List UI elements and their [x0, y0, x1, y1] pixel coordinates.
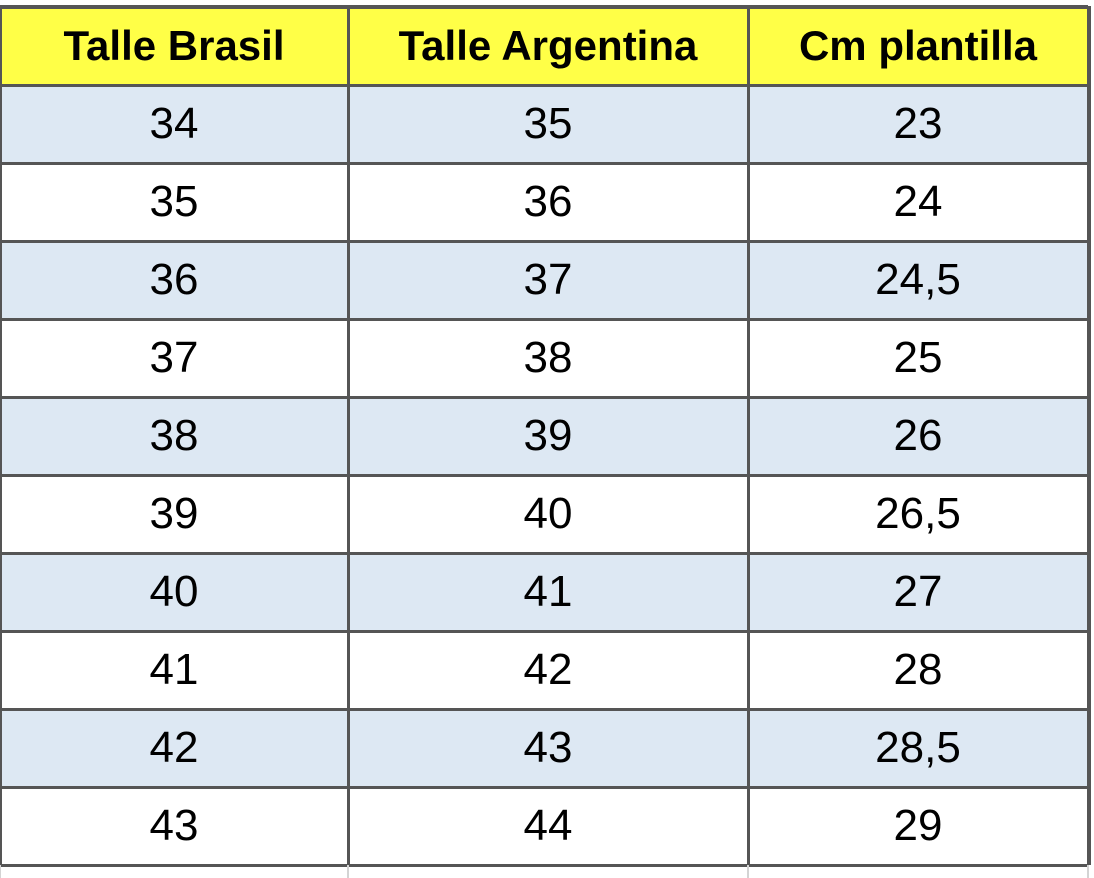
table-cell: 26,5 — [875, 489, 961, 538]
grid-line — [0, 318, 1088, 321]
table-cell: 44 — [523, 801, 573, 850]
table-cell: 41 — [149, 645, 199, 694]
grid-line — [0, 708, 1088, 711]
grid-line — [0, 240, 1088, 243]
table-cell: 35 — [149, 177, 199, 226]
grid-line — [0, 864, 1088, 867]
grid-line — [1087, 865, 1089, 878]
grid-line — [347, 6, 350, 865]
table-cell: 42 — [523, 645, 573, 694]
grid-line — [0, 5, 1088, 9]
grid-line — [0, 396, 1088, 399]
table-cell: 38 — [523, 333, 573, 382]
table-cell: 29 — [893, 801, 943, 850]
table-cell: 36 — [523, 177, 573, 226]
table-cell: 39 — [149, 489, 199, 538]
table-cell: 38 — [0, 397, 348, 475]
table-cell: 24 — [893, 177, 943, 226]
grid-line — [1087, 6, 1091, 865]
table-cell: 40 — [0, 553, 348, 631]
grid-line — [0, 6, 2, 865]
header-cell: Cm plantilla — [748, 6, 1088, 85]
table-cell: 37 — [348, 241, 748, 319]
table-cell: 28 — [893, 645, 943, 694]
grid-line — [747, 865, 749, 878]
header-cell: Talle Brasil — [0, 6, 348, 85]
table-cell: 39 — [348, 397, 748, 475]
table-cell: 24,5 — [748, 241, 1088, 319]
table-cell: 43 — [149, 801, 199, 850]
table-cell: 27 — [748, 553, 1088, 631]
table-cell: 43 — [348, 709, 748, 787]
table-cell: 34 — [0, 85, 348, 163]
table-cell: 36 — [0, 241, 348, 319]
table-cell: 25 — [893, 333, 943, 382]
grid-line — [0, 474, 1088, 477]
header-cell: Talle Argentina — [348, 6, 748, 85]
table-cell: 35 — [348, 85, 748, 163]
grid-line — [0, 162, 1088, 165]
grid-line — [0, 552, 1088, 555]
table-cell: 42 — [0, 709, 348, 787]
table-cell: 23 — [748, 85, 1088, 163]
grid-line — [0, 84, 1088, 87]
grid-line — [747, 6, 750, 865]
grid-line — [0, 630, 1088, 633]
table-cell: 26 — [748, 397, 1088, 475]
grid-line — [0, 786, 1088, 789]
table-cell: 28,5 — [748, 709, 1088, 787]
table-cell: 40 — [523, 489, 573, 538]
table-cell: 41 — [348, 553, 748, 631]
grid-line — [347, 865, 349, 878]
grid-line — [0, 865, 1, 878]
table-cell: 37 — [149, 333, 199, 382]
